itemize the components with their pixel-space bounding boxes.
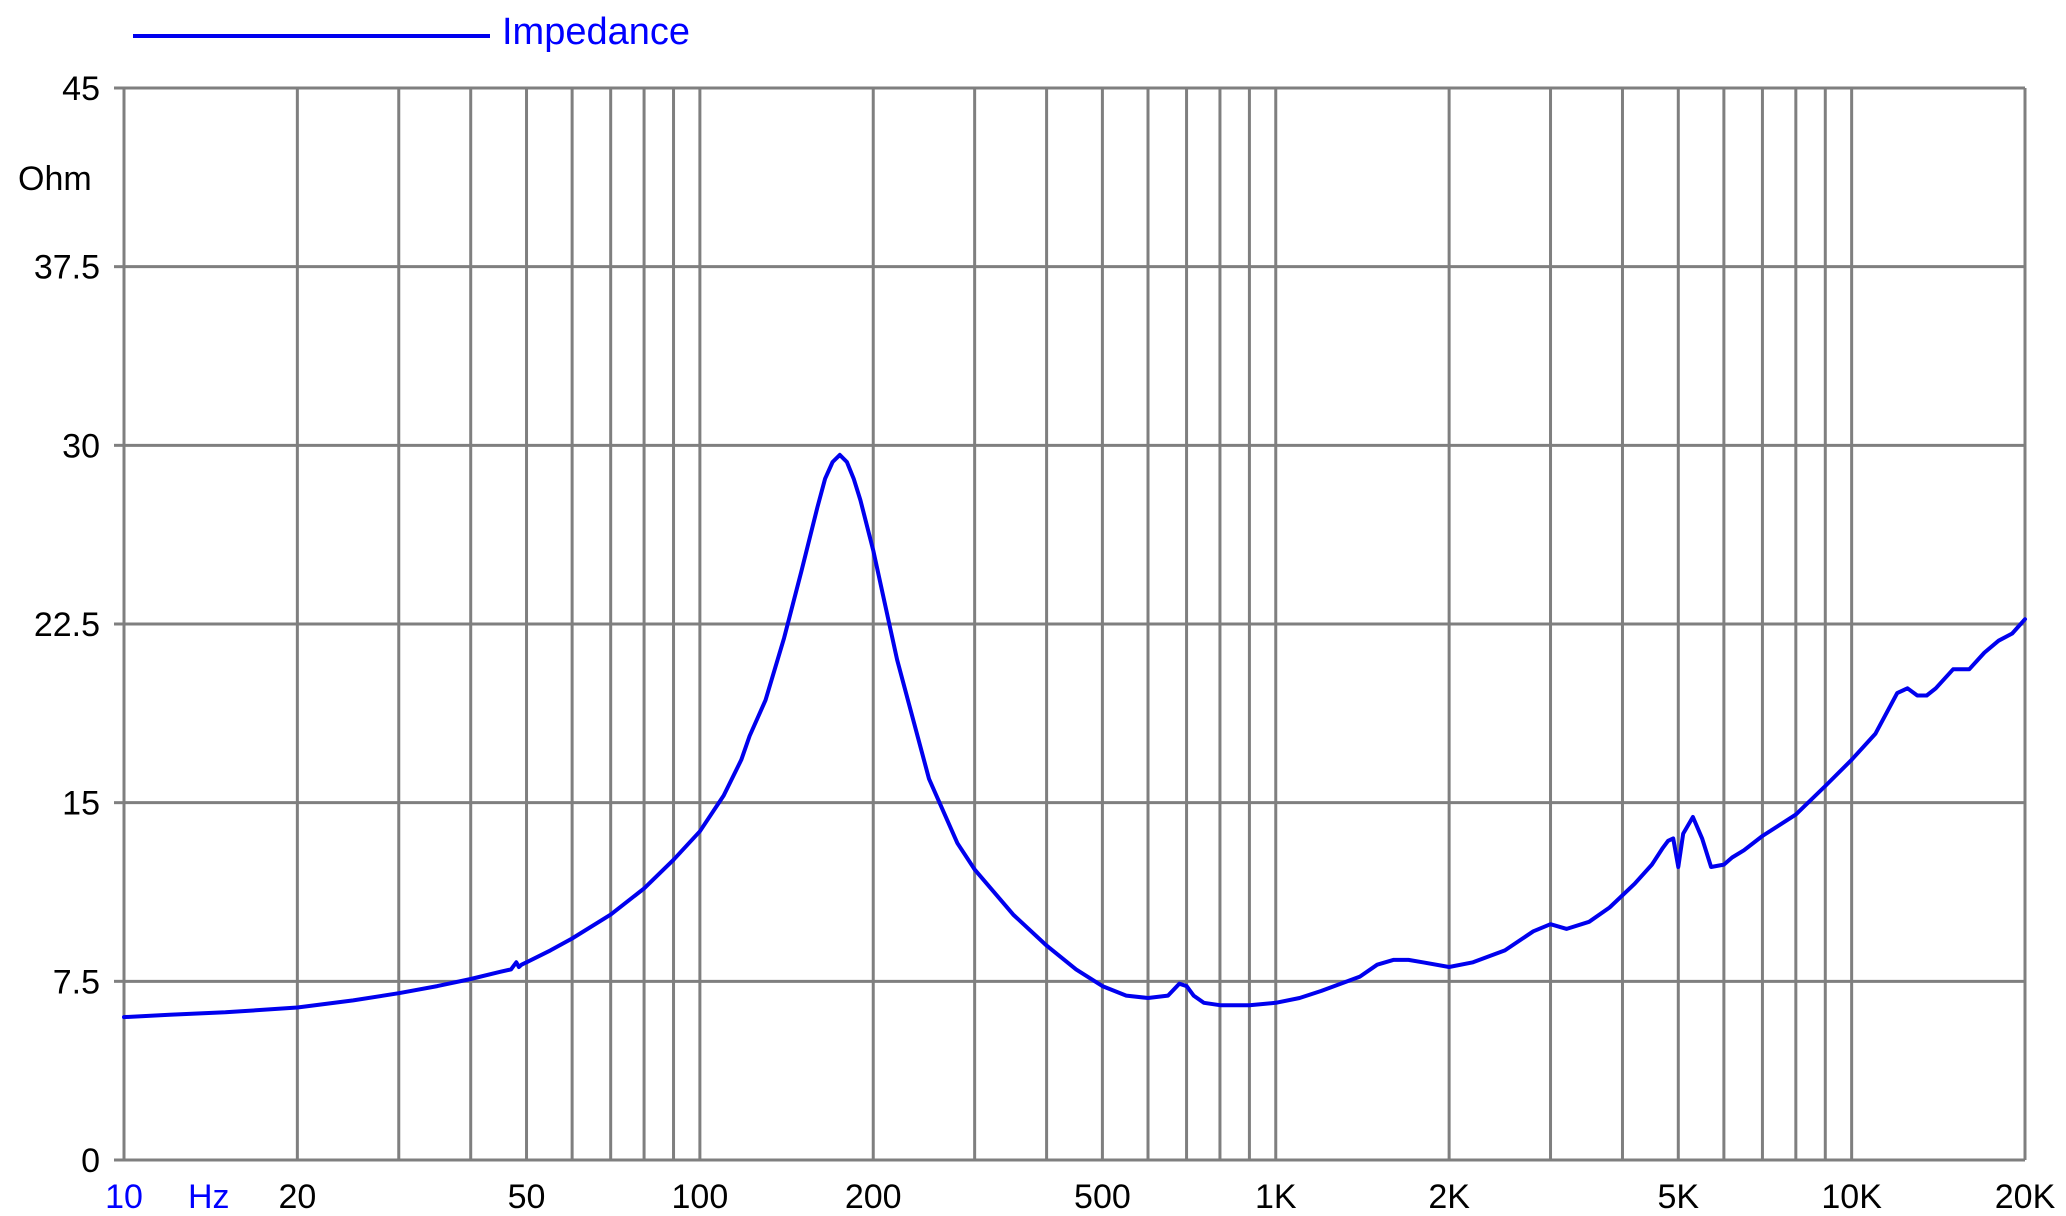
- y-tick-label: 45: [62, 70, 100, 108]
- x-tick-label: 10: [105, 1178, 143, 1216]
- x-tick-labels: 10 20 50 100 200 500 1K 2K 5K 10K 20K: [105, 1178, 2055, 1216]
- legend-label-impedance: Impedance: [502, 11, 690, 53]
- y-tick-label: 7.5: [53, 963, 100, 1001]
- y-tick-label: 15: [62, 785, 100, 823]
- series-layer: [122, 452, 2027, 1020]
- x-tick-label: 2K: [1428, 1178, 1470, 1216]
- x-tick-label: 500: [1074, 1178, 1131, 1216]
- y-tick-label: 37.5: [34, 249, 100, 287]
- x-tick-label: 20K: [1995, 1178, 2056, 1216]
- x-tick-label: 200: [845, 1178, 902, 1216]
- x-tick-label: 1K: [1255, 1178, 1297, 1216]
- series-line-impedance: [122, 452, 2027, 1020]
- x-tick-label: 10K: [1821, 1178, 1882, 1216]
- grid-layer: [114, 86, 2027, 1162]
- y-tick-label: 0: [81, 1142, 100, 1180]
- x-tick-label: 50: [508, 1178, 546, 1216]
- x-tick-label: 20: [278, 1178, 316, 1216]
- x-unit-label: Hz: [188, 1178, 230, 1216]
- y-unit-label: Ohm: [18, 160, 92, 198]
- y-tick-label: 30: [62, 427, 100, 465]
- x-tick-label: 5K: [1657, 1178, 1699, 1216]
- y-tick-labels: 0 7.5 15 22.5 30 37.5 45: [34, 70, 100, 1180]
- legend: Impedance: [133, 11, 690, 53]
- y-tick-label: 22.5: [34, 606, 100, 644]
- x-tick-label: 100: [672, 1178, 729, 1216]
